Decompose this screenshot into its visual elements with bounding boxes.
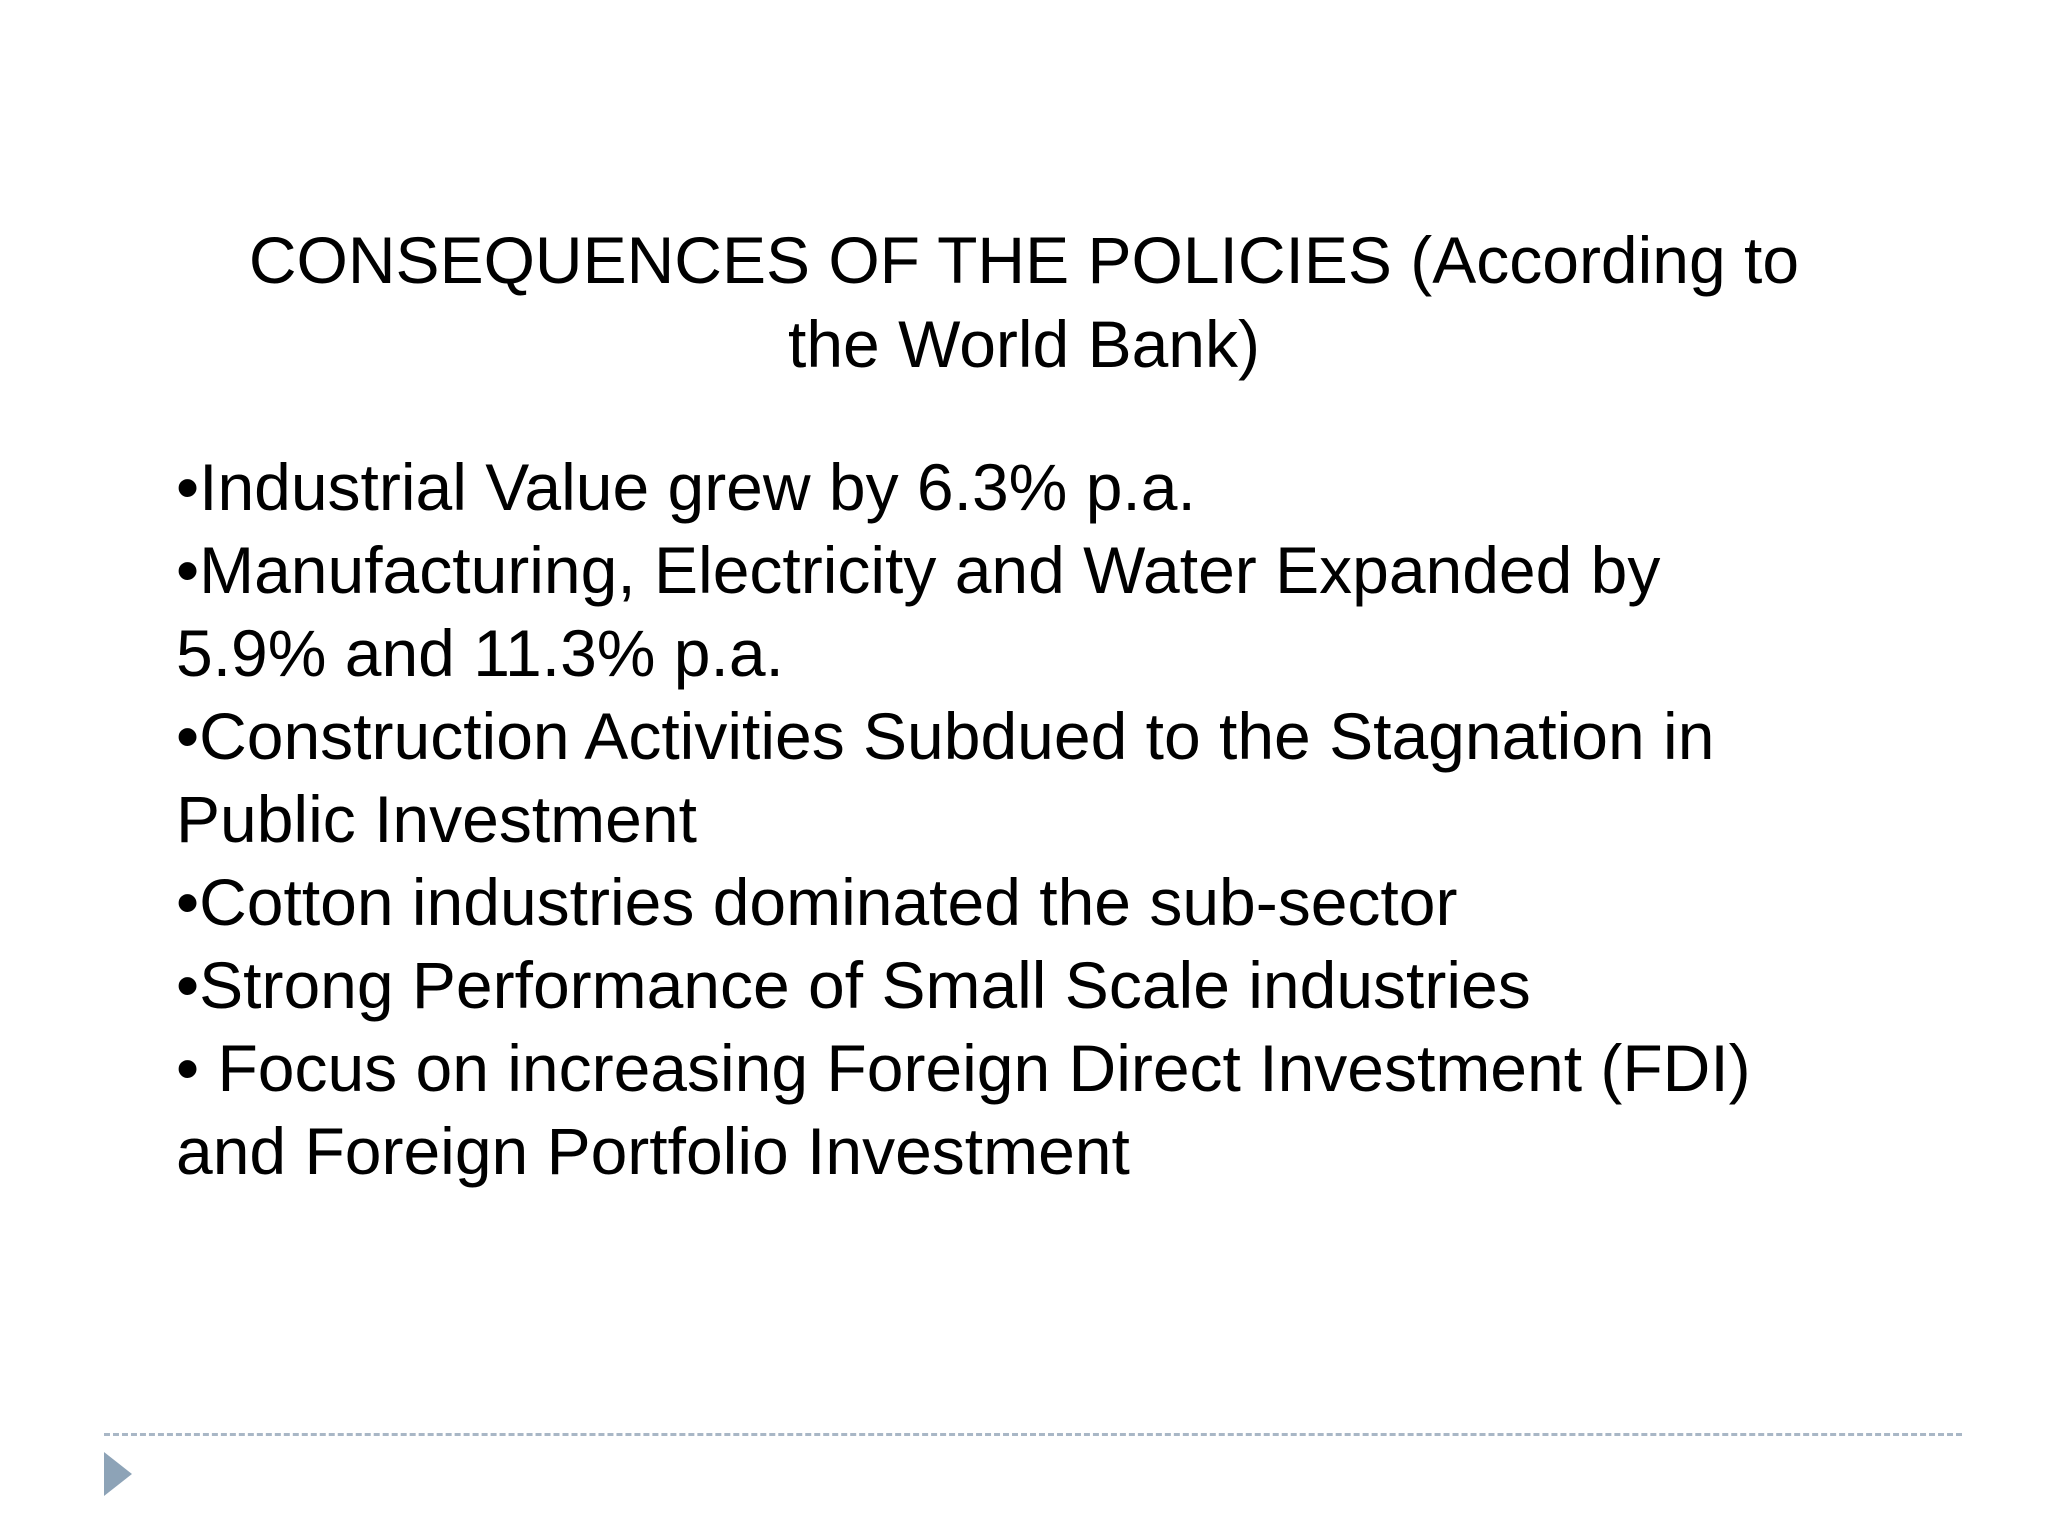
triangle-right-icon — [104, 1452, 132, 1496]
bullet-item: •Industrial Value grew by 6.3% p.a. — [176, 450, 1196, 524]
slide-title-line: the World Bank) — [788, 307, 1260, 381]
bullet-item: • Focus on increasing Foreign Direct Inv… — [176, 1031, 1751, 1188]
bullet-list: •Industrial Value grew by 6.3% p.a. •Man… — [176, 446, 1876, 1193]
slide-title-line: CONSEQUENCES OF THE POLICIES (According … — [248, 223, 1800, 297]
bullet-item: •Construction Activities Subdued to the … — [176, 699, 1715, 856]
footer-divider — [104, 1433, 1962, 1436]
slide-title: CONSEQUENCES OF THE POLICIES (According … — [190, 218, 1858, 386]
bullet-item: •Manufacturing, Electricity and Water Ex… — [176, 533, 1661, 690]
bullet-item: •Strong Performance of Small Scale indus… — [176, 948, 1531, 1022]
bullet-item: •Cotton industries dominated the sub-sec… — [176, 865, 1458, 939]
